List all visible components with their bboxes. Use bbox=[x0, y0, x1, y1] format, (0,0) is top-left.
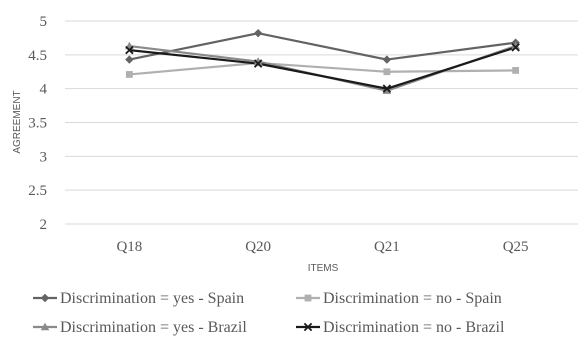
legend-item: Discrimination = no - Spain bbox=[296, 290, 502, 307]
y-axis-title: AGREEMENT bbox=[12, 90, 23, 153]
data-point bbox=[382, 84, 392, 93]
x-tick-label: Q21 bbox=[374, 239, 400, 255]
legend-swatch-marker bbox=[40, 293, 50, 303]
y-tick-label: 3.5 bbox=[28, 116, 47, 132]
x-tick-label: Q18 bbox=[116, 239, 142, 255]
data-point bbox=[383, 68, 391, 76]
legend-item: Discrimination = no - Brazil bbox=[296, 319, 505, 336]
data-point bbox=[125, 55, 134, 64]
legend: Discrimination = yes - Spain Discriminati… bbox=[33, 290, 505, 336]
y-tick-label: 2.5 bbox=[28, 183, 47, 199]
x-tick-label: Q20 bbox=[245, 239, 271, 255]
y-tick-labels: 2 2.5 3 3.5 4 4.5 5 bbox=[28, 14, 47, 233]
data-point bbox=[253, 28, 263, 38]
y-tick-label: 4 bbox=[40, 82, 48, 98]
data-point bbox=[253, 57, 263, 65]
legend-swatch-marker bbox=[304, 294, 312, 302]
data-point bbox=[125, 71, 133, 78]
x-tick-label: Q25 bbox=[503, 239, 529, 255]
series-line bbox=[129, 61, 516, 76]
data-point bbox=[511, 41, 520, 50]
series-markers bbox=[125, 28, 520, 94]
legend-label: Discrimination = yes - Brazil bbox=[60, 319, 247, 336]
legend-item: Discrimination = yes - Spain bbox=[33, 290, 244, 307]
y-tick-label: 5 bbox=[40, 14, 48, 30]
x-axis-title: ITEMS bbox=[308, 263, 339, 274]
legend-label: Discrimination = no - Spain bbox=[323, 290, 502, 307]
data-point bbox=[125, 45, 134, 55]
series-line bbox=[129, 46, 516, 90]
x-tick-labels: Q18 Q20 Q21 Q25 bbox=[116, 239, 528, 255]
y-tick-label: 2 bbox=[40, 217, 48, 233]
legend-label: Discrimination = no - Brazil bbox=[323, 319, 505, 336]
legend-swatch-marker bbox=[40, 322, 50, 331]
series-lines bbox=[129, 32, 516, 92]
legend-item: Discrimination = yes - Brazil bbox=[33, 319, 247, 336]
data-point bbox=[511, 43, 520, 52]
series-line bbox=[129, 32, 516, 61]
data-point bbox=[382, 55, 392, 64]
data-point bbox=[512, 66, 520, 74]
y-tick-label: 3 bbox=[40, 149, 48, 165]
y-tick-label: 4.5 bbox=[28, 48, 47, 64]
data-point bbox=[253, 59, 263, 68]
legend-swatch-marker bbox=[303, 322, 313, 332]
legend-label: Discrimination = yes - Spain bbox=[60, 290, 244, 307]
